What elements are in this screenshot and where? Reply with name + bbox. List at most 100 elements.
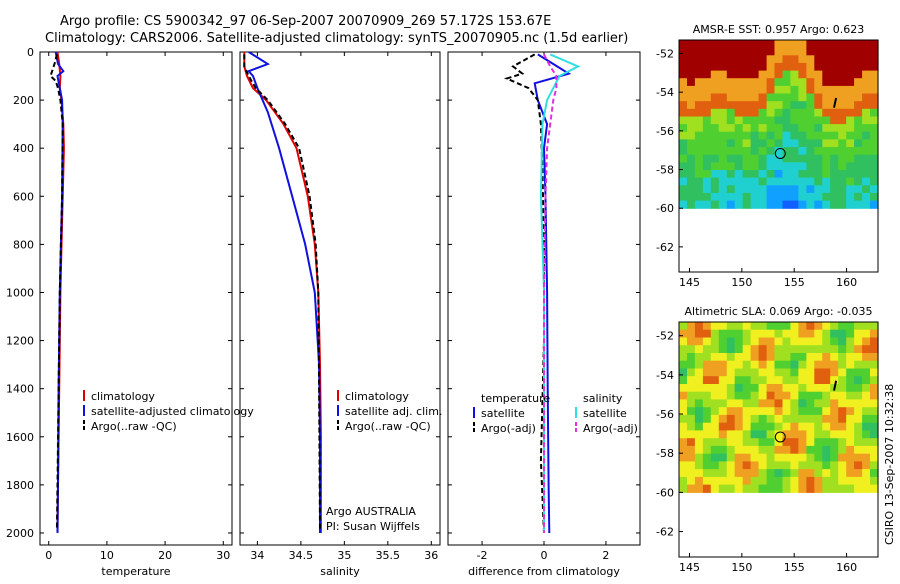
map-cell (790, 200, 799, 209)
map-cell (838, 116, 847, 125)
map-cell (846, 139, 855, 148)
map-cell (854, 93, 863, 102)
map-cell (822, 430, 831, 439)
map-cell (798, 170, 807, 179)
map-cell (766, 399, 776, 408)
map-cell (830, 70, 839, 79)
map-cell (782, 337, 792, 346)
map-cell (814, 162, 823, 171)
map-cell (774, 384, 784, 393)
map-cell (694, 154, 704, 163)
map-cell (830, 438, 839, 447)
map-cell (870, 368, 879, 377)
map-y-tick-label: -58 (656, 447, 674, 460)
map-cell (790, 438, 799, 447)
map-cell (679, 47, 688, 56)
map-cell (694, 353, 704, 362)
map-cell (679, 484, 688, 493)
map-cell (734, 200, 744, 209)
map-cell (702, 461, 712, 470)
map-cell (702, 484, 712, 493)
map-cell (798, 185, 807, 194)
map-cell (710, 124, 720, 133)
map-cell (766, 453, 776, 462)
map-cell (766, 438, 776, 447)
map-cell (814, 484, 823, 493)
map-cell (710, 353, 720, 362)
map-cell (718, 93, 728, 102)
map-cell (702, 445, 712, 455)
map-cell (814, 391, 823, 400)
map-cell (742, 484, 752, 493)
map-cell (806, 407, 815, 416)
map-cell (790, 40, 799, 49)
map-cell (870, 62, 879, 72)
map-cell (830, 55, 839, 64)
map-cell (782, 430, 792, 439)
map-cell (702, 70, 712, 79)
map-cell (846, 131, 855, 140)
series-line (543, 53, 558, 533)
map-cell (854, 399, 863, 408)
map-cell (774, 154, 784, 163)
map-cell (846, 154, 855, 163)
map-cell (854, 170, 863, 179)
map-cell (830, 154, 839, 163)
map-cell (758, 147, 768, 156)
map-cell (838, 70, 847, 79)
map-cell (846, 101, 855, 110)
map-cell (822, 368, 831, 377)
map-cell (806, 131, 815, 140)
map-cell (830, 62, 839, 72)
map-cell (806, 170, 815, 179)
map-cell (694, 469, 704, 478)
map-cell (742, 47, 752, 56)
map-cell (838, 147, 847, 156)
map-y-tick-label: -62 (656, 526, 674, 539)
map-cell (718, 376, 728, 385)
map-cell (734, 337, 744, 346)
map-cell (846, 47, 855, 56)
map-cell (774, 484, 784, 493)
map-cell (846, 345, 855, 354)
map-cell (774, 376, 784, 385)
map-cell (822, 101, 831, 110)
map-cell (679, 422, 688, 431)
map-cell (838, 384, 847, 393)
map-cell (838, 414, 847, 424)
map-cell (862, 484, 871, 493)
map-cell (734, 40, 744, 49)
map-cell (718, 62, 728, 72)
map-cell (798, 461, 807, 470)
map-cell (838, 78, 847, 87)
map-cell (734, 407, 744, 416)
map-cell (702, 360, 712, 369)
map-cell (758, 329, 768, 338)
map-cell (830, 476, 839, 486)
map-cell (782, 70, 792, 79)
map-cell (806, 469, 815, 478)
map-cell (838, 200, 847, 209)
map-cell (798, 384, 807, 393)
map-cell (822, 124, 831, 133)
map-cell (790, 461, 799, 470)
x-axis-label: salinity (320, 565, 360, 578)
map-cell (718, 139, 728, 148)
map-cell (846, 414, 855, 424)
map-cell (750, 414, 760, 424)
map-cell (838, 131, 847, 140)
map-cell (854, 337, 863, 346)
map-cell (814, 376, 823, 385)
map-cell (790, 353, 799, 362)
map-cell (846, 329, 855, 338)
map-cell (758, 70, 768, 79)
map-cell (838, 185, 847, 194)
map-cell (726, 139, 736, 148)
series-line (533, 53, 572, 534)
x-tick-label: -2 (477, 549, 488, 562)
map-cell (702, 368, 712, 377)
map-cell (822, 414, 831, 424)
map-cell (687, 47, 696, 56)
map-cell (687, 154, 696, 163)
map-cell (838, 422, 847, 431)
